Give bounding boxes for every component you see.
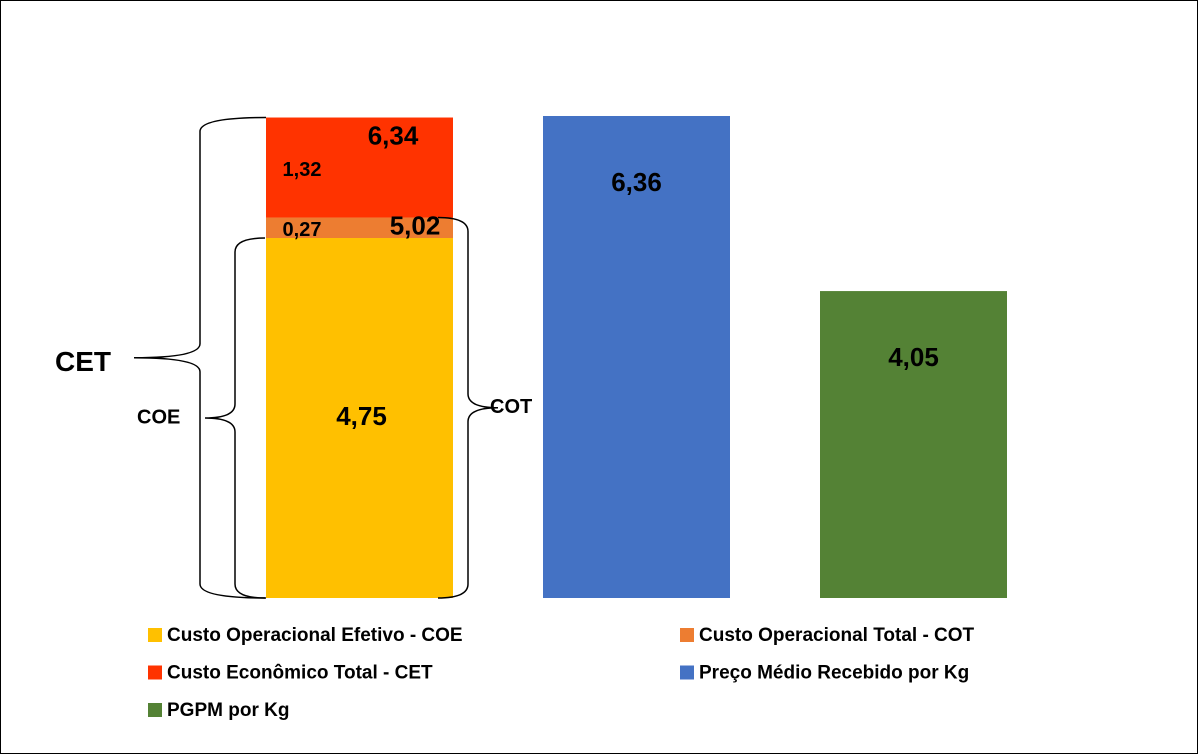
- value-label: 1,32: [283, 159, 322, 181]
- legend-swatch: [680, 665, 694, 680]
- brace: [437, 216, 499, 599]
- bar: [266, 117, 453, 218]
- legend-swatch: [148, 665, 162, 680]
- brace: [133, 116, 267, 599]
- legend-label: Preço Médio Recebido por Kg: [699, 663, 969, 684]
- bar: [820, 291, 1007, 598]
- value-label: 4,05: [888, 342, 939, 372]
- brace-label: CET: [55, 346, 111, 377]
- bar: [266, 217, 453, 239]
- bar: [543, 116, 730, 598]
- total-label: 5,02: [390, 210, 441, 240]
- legend-label: Custo Operacional Total - COT: [699, 625, 975, 646]
- legend-label: Custo Econômico Total - CET: [167, 663, 433, 684]
- brace-label: COE: [137, 406, 180, 428]
- legend-label: Custo Operacional Efetivo - COE: [167, 625, 463, 646]
- bar: [266, 238, 453, 598]
- legend-swatch: [680, 628, 694, 642]
- legend-swatch: [148, 703, 162, 717]
- value-label: 6,36: [611, 167, 662, 197]
- brace: [204, 237, 266, 599]
- legend-label: PGPM por Kg: [167, 700, 289, 721]
- value-label: 0,27: [283, 219, 322, 241]
- brace-label: COT: [490, 396, 532, 418]
- value-label: 4,75: [336, 401, 387, 431]
- legend-swatch: [148, 628, 162, 642]
- total-label: 6,34: [368, 120, 419, 150]
